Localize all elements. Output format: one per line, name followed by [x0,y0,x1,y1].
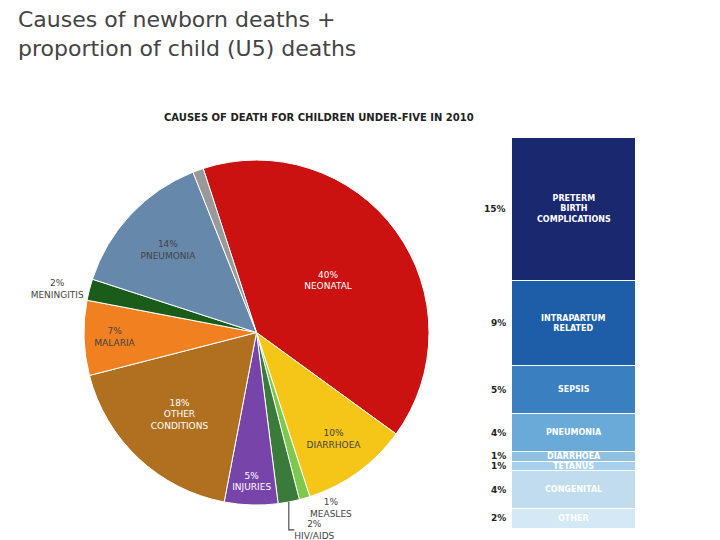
svg-text:7%MALARIA: 7%MALARIA [94,326,135,348]
svg-text:INTRAPARTUMRELATED: INTRAPARTUMRELATED [541,314,606,333]
svg-text:4%: 4% [491,428,506,438]
svg-text:1%: 1% [491,461,506,471]
svg-text:SEPSIS: SEPSIS [558,385,590,394]
svg-text:1%MEASLES: 1%MEASLES [310,497,352,519]
svg-text:14%PNEUMONIA: 14%PNEUMONIA [140,239,196,261]
svg-text:CONGENITAL: CONGENITAL [545,485,602,494]
svg-text:PRETERMBIRTHCOMPLICATIONS: PRETERMBIRTHCOMPLICATIONS [537,194,611,224]
svg-text:DIARRHOEA: DIARRHOEA [547,452,601,461]
svg-text:OTHER: OTHER [558,514,589,523]
svg-text:5%: 5% [491,385,506,395]
svg-text:10%DIARRHOEA: 10%DIARRHOEA [307,428,362,450]
svg-text:2%: 2% [491,513,506,523]
svg-text:2%HIV/AIDS: 2%HIV/AIDS [294,519,334,540]
svg-text:Causes of newborn deaths +prop: Causes of newborn deaths +proportion of … [18,7,356,61]
svg-text:18%OTHERCONDITIONS: 18%OTHERCONDITIONS [151,398,209,431]
svg-text:9%: 9% [491,318,506,328]
svg-text:TETANUS: TETANUS [553,462,594,471]
svg-text:2%MENINGITIS: 2%MENINGITIS [31,278,84,300]
svg-text:5%INJURIES: 5%INJURIES [232,471,271,493]
svg-text:15%: 15% [484,204,506,214]
svg-text:1%: 1% [491,451,506,461]
svg-text:PNEUMONIA: PNEUMONIA [546,428,602,437]
svg-text:CAUSES OF DEATH FOR CHILDREN U: CAUSES OF DEATH FOR CHILDREN UNDER-FIVE … [164,112,474,123]
svg-text:4%: 4% [491,485,506,495]
svg-text:40%NEONATAL: 40%NEONATAL [304,270,352,292]
